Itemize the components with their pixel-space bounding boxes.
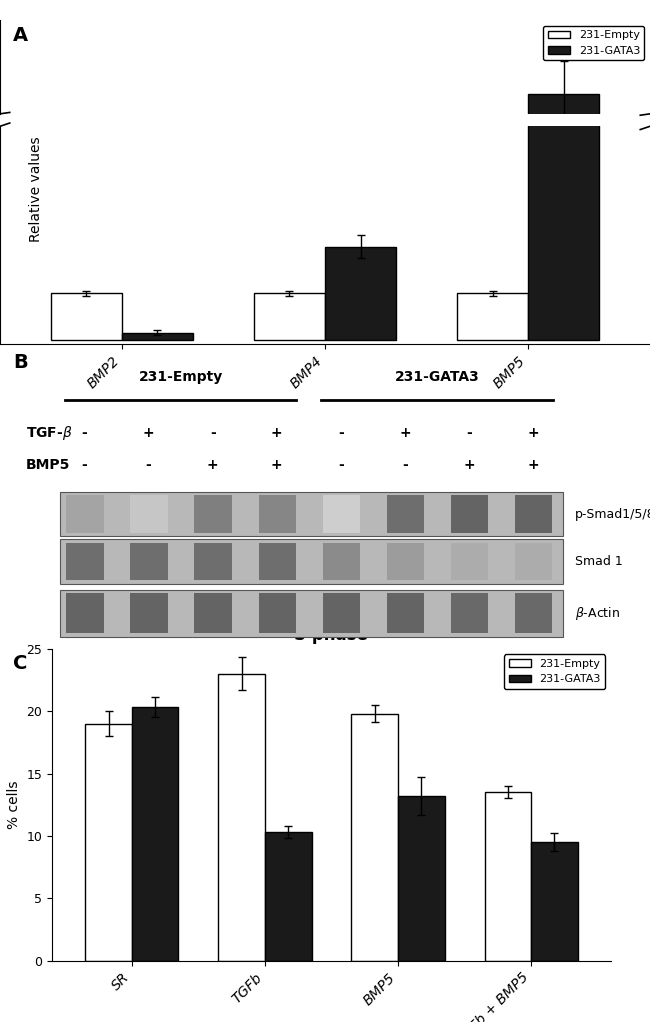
Legend: 231-Empty, 231-GATA3: 231-Empty, 231-GATA3 [504, 654, 605, 689]
Text: -: - [146, 458, 151, 472]
Bar [531, 842, 578, 961]
Text: -: - [210, 425, 216, 439]
Text: C: C [13, 654, 27, 673]
Legend: 231-Empty, 231-GATA3: 231-Empty, 231-GATA3 [543, 26, 644, 60]
Bar [325, 271, 396, 272]
Bar [528, 94, 599, 272]
Bar [218, 673, 265, 961]
Text: +: + [207, 458, 218, 472]
Text: -: - [402, 458, 408, 472]
Bar [51, 293, 122, 339]
Text: -: - [338, 425, 344, 439]
Y-axis label: % cells: % cells [7, 781, 21, 829]
Bar [457, 293, 528, 339]
Title: S-phase: S-phase [294, 626, 369, 645]
Bar [254, 293, 325, 339]
Text: -: - [466, 425, 472, 439]
Text: B: B [13, 353, 28, 372]
Bar [122, 332, 193, 339]
Bar [484, 792, 531, 961]
Text: +: + [527, 458, 539, 472]
Text: +: + [463, 458, 474, 472]
Text: -: - [338, 458, 344, 472]
Bar [352, 713, 398, 961]
Bar [132, 707, 179, 961]
Bar [85, 724, 132, 961]
Text: A: A [13, 26, 28, 45]
Text: $\beta$-Actin: $\beta$-Actin [575, 605, 621, 622]
Text: Relative values: Relative values [29, 136, 43, 242]
Text: 231-GATA3: 231-GATA3 [395, 370, 479, 383]
Text: +: + [271, 425, 283, 439]
Text: BMP5: BMP5 [26, 458, 70, 472]
Bar [325, 247, 396, 339]
Text: p-Smad1/5/8: p-Smad1/5/8 [575, 508, 650, 520]
Text: +: + [143, 425, 155, 439]
Text: +: + [271, 458, 283, 472]
Bar [398, 796, 445, 961]
Text: TGF-$\beta$: TGF-$\beta$ [26, 423, 73, 442]
Bar [265, 832, 311, 961]
Text: 231-Empty: 231-Empty [138, 370, 223, 383]
Text: Smad 1: Smad 1 [575, 555, 623, 568]
Text: -: - [82, 425, 87, 439]
Text: +: + [399, 425, 411, 439]
Text: +: + [527, 425, 539, 439]
Bar [528, 0, 599, 339]
Text: -: - [82, 458, 87, 472]
